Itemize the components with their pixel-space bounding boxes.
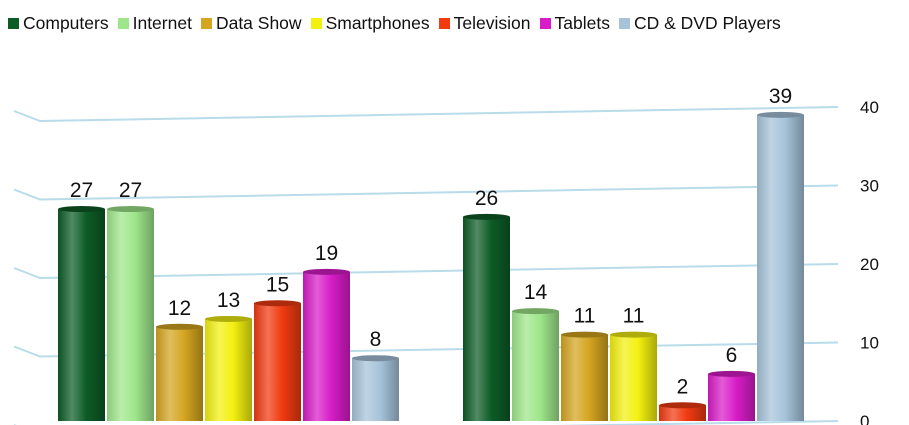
legend-label: Internet: [132, 12, 192, 33]
bar: [610, 334, 657, 421]
legend-item: Smartphones: [310, 12, 430, 34]
legend-item: Internet: [117, 12, 192, 34]
bar: [254, 303, 301, 421]
data-label: 27: [119, 179, 142, 202]
legend-item: Computers: [8, 13, 109, 34]
gridline: [13, 263, 839, 280]
legend-label: Data Show: [215, 12, 302, 33]
gridline: [13, 106, 839, 123]
bar: [659, 405, 706, 421]
bar: [303, 271, 350, 421]
chart-legend: Computers Internet Data Show Smartphones Tel…: [8, 10, 790, 36]
data-label: 27: [70, 179, 93, 202]
data-label: 8: [370, 328, 382, 351]
bar-top: [303, 268, 350, 275]
bar: [757, 114, 804, 421]
data-label: 11: [574, 305, 596, 328]
gridline: [13, 184, 839, 201]
bar-top: [561, 331, 608, 338]
legend-label: Tablets: [554, 12, 610, 33]
legend-label: Television: [453, 12, 531, 33]
y-tick-label: 0: [860, 412, 869, 425]
bar-top: [659, 402, 706, 409]
data-label: 14: [524, 281, 548, 304]
bar: [58, 209, 105, 421]
data-label: 19: [315, 242, 338, 265]
gridline: [14, 420, 839, 425]
legend-item: Data Show: [200, 12, 302, 34]
data-label: 11: [623, 305, 645, 328]
legend-swatch: [117, 17, 129, 29]
bar-top: [512, 308, 559, 315]
legend-label: Smartphones: [325, 12, 430, 33]
data-label: 13: [217, 289, 240, 312]
y-tick-label: 40: [860, 98, 879, 117]
y-tick-label: 30: [860, 177, 879, 196]
bar-top: [352, 355, 399, 362]
bar-top: [254, 300, 301, 307]
y-tick-label: 10: [860, 334, 879, 353]
legend-swatch: [200, 17, 212, 29]
bar: [352, 358, 399, 421]
data-label: 12: [168, 297, 191, 320]
bar-top: [107, 206, 154, 213]
bar-top: [463, 213, 510, 220]
bar-top: [205, 315, 252, 322]
data-label: 2: [677, 375, 689, 398]
data-label: 15: [266, 273, 289, 296]
y-tick-label: 20: [860, 255, 879, 274]
bar: [156, 326, 203, 421]
data-label: 39: [769, 85, 792, 108]
data-label: 6: [726, 344, 738, 367]
bar: [463, 216, 510, 421]
legend-swatch: [310, 17, 322, 29]
legend-swatch: [8, 17, 19, 29]
bar-top: [610, 331, 657, 338]
bar: [708, 373, 755, 421]
legend-label: CD & DVD Players: [633, 12, 781, 33]
legend-swatch: [539, 17, 551, 29]
legend-swatch: [618, 17, 630, 29]
bar: [561, 334, 608, 421]
bar-top: [156, 323, 203, 330]
bar: [107, 209, 154, 421]
legend-item: Television: [438, 12, 531, 34]
bar: [512, 311, 559, 421]
legend-label: Computers: [23, 12, 109, 33]
bar-top: [708, 370, 755, 377]
legend-item: CD & DVD Players: [618, 12, 781, 34]
data-label: 26: [475, 187, 498, 210]
legend-swatch: [438, 17, 450, 29]
bar: [205, 318, 252, 421]
bar-top: [757, 111, 804, 118]
legend-item: Tablets: [539, 12, 610, 34]
bar-top: [58, 206, 105, 213]
